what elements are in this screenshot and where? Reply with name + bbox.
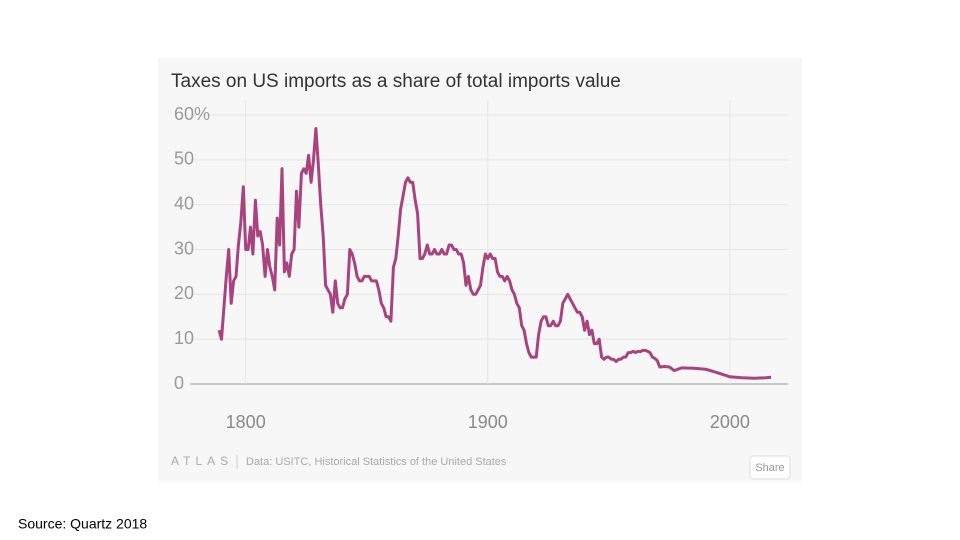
data-note: Data: USITC, Historical Statistics of th… xyxy=(246,456,507,468)
x-tick-label: 1900 xyxy=(468,412,508,432)
y-tick-label: 0 xyxy=(174,373,184,393)
chart-title: Taxes on US imports as a share of total … xyxy=(171,71,621,92)
data-line xyxy=(217,127,772,380)
y-tick-label: 30 xyxy=(174,238,194,258)
source-note: Source: Quartz 2018 xyxy=(18,516,147,532)
y-tick-label: 60% xyxy=(174,104,210,124)
brand-logo: ATLAS xyxy=(171,454,233,468)
share-button[interactable]: Share xyxy=(749,455,791,480)
x-tick-label: 1800 xyxy=(226,412,266,432)
y-tick-label: 40 xyxy=(174,193,194,213)
y-tick-label: 50 xyxy=(174,149,194,169)
y-tick-label: 10 xyxy=(174,328,194,348)
y-tick-label: 20 xyxy=(174,283,194,303)
share-button-box[interactable] xyxy=(749,455,791,480)
x-tick-label: 2000 xyxy=(710,412,750,432)
share-button-label[interactable]: Share xyxy=(755,462,784,474)
